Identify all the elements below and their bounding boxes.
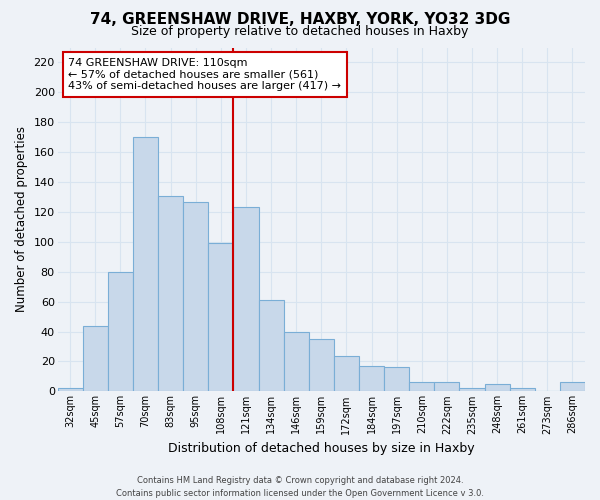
- Bar: [83, 326, 108, 392]
- Bar: [183, 202, 208, 392]
- Bar: [108, 272, 133, 392]
- Bar: [334, 356, 359, 392]
- Text: 74, GREENSHAW DRIVE, HAXBY, YORK, YO32 3DG: 74, GREENSHAW DRIVE, HAXBY, YORK, YO32 3…: [90, 12, 510, 28]
- Bar: [58, 388, 83, 392]
- Bar: [259, 300, 284, 392]
- Bar: [434, 382, 460, 392]
- Bar: [309, 339, 334, 392]
- Bar: [509, 388, 535, 392]
- Text: 74 GREENSHAW DRIVE: 110sqm
← 57% of detached houses are smaller (561)
43% of sem: 74 GREENSHAW DRIVE: 110sqm ← 57% of deta…: [68, 58, 341, 91]
- Bar: [384, 368, 409, 392]
- Bar: [560, 382, 585, 392]
- X-axis label: Distribution of detached houses by size in Haxby: Distribution of detached houses by size …: [168, 442, 475, 455]
- Bar: [460, 388, 485, 392]
- Bar: [485, 384, 509, 392]
- Bar: [409, 382, 434, 392]
- Bar: [359, 366, 384, 392]
- Bar: [133, 137, 158, 392]
- Text: Contains HM Land Registry data © Crown copyright and database right 2024.
Contai: Contains HM Land Registry data © Crown c…: [116, 476, 484, 498]
- Y-axis label: Number of detached properties: Number of detached properties: [15, 126, 28, 312]
- Bar: [158, 196, 183, 392]
- Bar: [284, 332, 309, 392]
- Text: Size of property relative to detached houses in Haxby: Size of property relative to detached ho…: [131, 25, 469, 38]
- Bar: [208, 244, 233, 392]
- Bar: [233, 208, 259, 392]
